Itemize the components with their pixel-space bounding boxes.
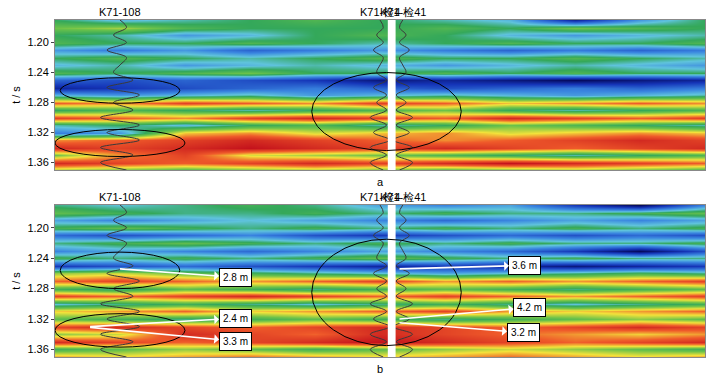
svg-text:4.2 m: 4.2 m bbox=[517, 302, 542, 313]
svg-text:1.32: 1.32 bbox=[27, 126, 48, 138]
svg-text:1.20: 1.20 bbox=[27, 222, 48, 234]
svg-text:1.20: 1.20 bbox=[27, 36, 48, 48]
svg-text:K71-108: K71-108 bbox=[99, 6, 141, 18]
svg-text:a: a bbox=[377, 176, 384, 188]
svg-text:t / s: t / s bbox=[10, 86, 22, 104]
svg-text:b: b bbox=[377, 363, 383, 375]
svg-text:1.36: 1.36 bbox=[27, 156, 48, 168]
svg-text:1.36: 1.36 bbox=[27, 343, 48, 355]
svg-text:K71-检41: K71-检41 bbox=[380, 191, 426, 203]
svg-text:t / s: t / s bbox=[10, 272, 22, 290]
svg-text:1.32: 1.32 bbox=[27, 313, 48, 325]
svg-text:3.3 m: 3.3 m bbox=[223, 336, 248, 347]
svg-text:K71-108: K71-108 bbox=[99, 191, 141, 203]
svg-text:K71-检4: K71-检4 bbox=[360, 191, 400, 203]
svg-text:1.24: 1.24 bbox=[27, 252, 48, 264]
svg-text:3.2 m: 3.2 m bbox=[511, 327, 536, 338]
svg-text:1.24: 1.24 bbox=[27, 66, 48, 78]
svg-text:2.4 m: 2.4 m bbox=[223, 313, 248, 324]
svg-text:K71-检4: K71-检4 bbox=[360, 6, 400, 18]
svg-text:3.6 m: 3.6 m bbox=[512, 260, 537, 271]
svg-text:1.28: 1.28 bbox=[27, 282, 48, 294]
svg-text:1.28: 1.28 bbox=[27, 96, 48, 108]
svg-text:2.8 m: 2.8 m bbox=[223, 272, 248, 283]
svg-text:K71-检41: K71-检41 bbox=[380, 6, 426, 18]
